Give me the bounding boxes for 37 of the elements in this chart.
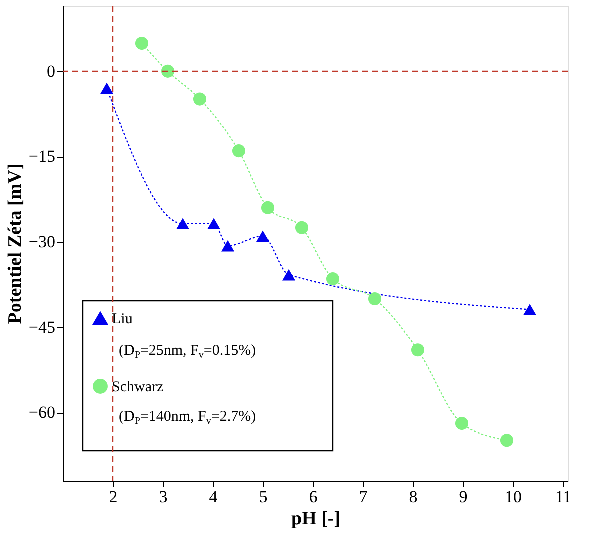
x-tick-label: 5 (259, 488, 268, 506)
point (221, 240, 235, 252)
point (100, 82, 114, 94)
point (176, 218, 190, 230)
point (295, 221, 309, 234)
x-tick-label: 2 (109, 488, 118, 506)
point (161, 64, 175, 78)
y-tick-label: −60 (28, 403, 56, 422)
point (282, 269, 296, 281)
point (193, 92, 207, 106)
legend-label: Schwarz (112, 380, 164, 396)
x-tick-label: 3 (159, 488, 168, 506)
x-tick-label: 7 (359, 488, 368, 506)
x-tick-label: 4 (209, 488, 218, 506)
point (232, 144, 246, 158)
x-tick-label: 8 (409, 488, 418, 506)
legend-label: Liu (112, 312, 134, 328)
point (261, 201, 275, 214)
point (455, 417, 469, 430)
y-axis-title: Potentiel Zéta [mV] (4, 164, 26, 324)
point (135, 37, 149, 50)
point (411, 344, 425, 357)
x-tick-label: 6 (309, 488, 318, 506)
y-tick-label: −45 (28, 318, 56, 337)
x-tick-label: 10 (505, 488, 522, 506)
point (500, 434, 514, 448)
point (326, 272, 340, 286)
point (368, 292, 382, 306)
x-tick-label: 9 (459, 488, 468, 506)
point (256, 230, 270, 242)
point (523, 304, 537, 316)
y-tick-label: 0 (47, 62, 56, 81)
x-tick-label: 11 (555, 488, 572, 506)
x-axis-title: pH [-] (291, 508, 341, 530)
y-tick-label: −30 (28, 232, 56, 252)
y-tick-label: −15 (28, 147, 56, 166)
point (207, 218, 221, 230)
